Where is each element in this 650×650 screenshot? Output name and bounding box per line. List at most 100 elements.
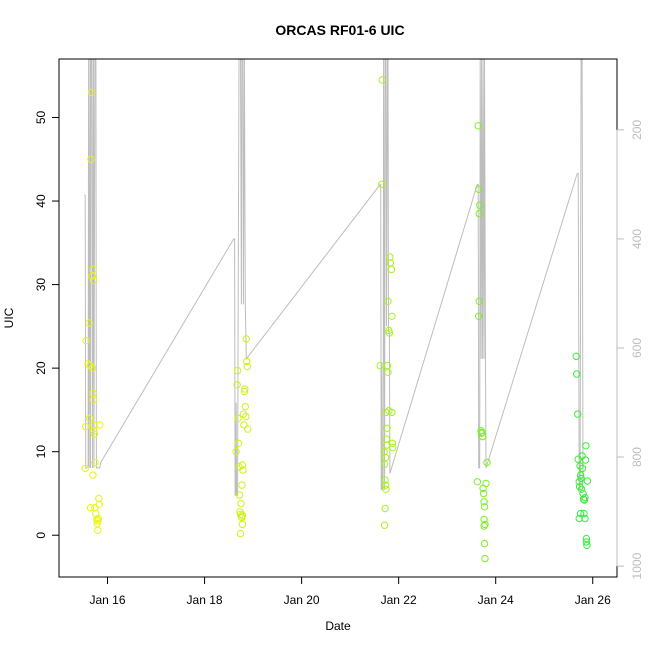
y2-tick-label: 400 (630, 229, 644, 249)
data-point (579, 489, 587, 498)
data-point (384, 368, 392, 376)
data-point (240, 387, 249, 396)
data-point (234, 414, 242, 422)
data-point (238, 520, 247, 529)
data-point (243, 357, 251, 366)
data-point (243, 362, 252, 371)
data-point (581, 456, 590, 464)
data-point (388, 439, 396, 447)
y-tick-label: 0 (34, 532, 48, 539)
data-point (476, 201, 484, 209)
data-point (378, 76, 386, 84)
data-point (234, 439, 243, 447)
data-point (576, 471, 585, 479)
data-point (96, 421, 104, 429)
data-point (481, 554, 489, 563)
data-point (381, 476, 389, 484)
data-point (475, 312, 483, 320)
data-points (81, 76, 592, 563)
x-axis-label: Date (325, 619, 351, 633)
data-point (90, 430, 99, 438)
data-point (94, 514, 103, 523)
data-point (480, 498, 488, 506)
data-point (384, 297, 392, 305)
x-tick-label: Jan 18 (187, 593, 223, 607)
data-point (95, 494, 103, 503)
data-point (242, 412, 250, 421)
data-point (90, 427, 98, 435)
y2-tick-label: 200 (630, 120, 644, 140)
data-point (89, 396, 98, 404)
y2-tick-label: 600 (630, 338, 644, 358)
data-point (81, 464, 89, 473)
data-point (89, 471, 97, 479)
data-point (474, 122, 482, 130)
data-point (380, 521, 389, 529)
data-point (381, 453, 390, 462)
x-tick-label: Jan 24 (478, 593, 514, 607)
y-axis-label: UIC (2, 307, 16, 328)
data-point (88, 364, 97, 372)
data-point (244, 425, 252, 433)
data-point (95, 500, 104, 508)
y-tick-label: 40 (34, 194, 48, 208)
secondary-series (84, 58, 584, 496)
x-tick-label: Jan 20 (284, 593, 320, 607)
data-point (385, 407, 393, 415)
data-point (385, 329, 394, 337)
data-point (239, 410, 248, 418)
x-tick-label: Jan 22 (381, 593, 417, 607)
data-point (383, 424, 391, 432)
data-point (576, 509, 585, 518)
secondary-line (84, 58, 584, 496)
data-point (239, 466, 247, 474)
data-point (581, 514, 589, 523)
data-point (82, 422, 90, 431)
data-point (388, 312, 396, 320)
data-point (576, 462, 584, 470)
data-point (389, 443, 397, 452)
data-point (575, 514, 583, 523)
data-point (583, 541, 591, 549)
data-point (475, 209, 483, 218)
y2-tick-label: 800 (630, 447, 644, 467)
data-point (581, 493, 589, 502)
data-point (577, 485, 586, 493)
data-point (241, 385, 249, 393)
data-point (94, 526, 102, 534)
y-tick-label: 30 (34, 278, 48, 292)
data-point (475, 185, 483, 194)
data-point (235, 491, 244, 499)
data-point (238, 514, 246, 522)
data-point (381, 504, 389, 513)
data-point (579, 495, 588, 503)
data-point (93, 515, 101, 524)
data-point (241, 402, 250, 411)
data-point (582, 538, 591, 546)
data-point (480, 522, 488, 530)
y-tick-label: 50 (34, 110, 48, 124)
data-point (85, 414, 94, 422)
data-point (232, 448, 240, 456)
y-tick-label: 10 (34, 445, 48, 459)
data-point (475, 297, 483, 305)
y-tick-label: 20 (34, 361, 48, 375)
data-point (478, 432, 487, 441)
data-point (238, 481, 246, 489)
data-point (387, 265, 396, 274)
data-point (238, 461, 247, 469)
data-point (82, 336, 90, 345)
data-point (378, 180, 386, 189)
x-tick-label: Jan 16 (90, 593, 126, 607)
axes: 0 10 20 30 40 50 200 400 600 800 1000 Jan 16 Jan 18 J… (34, 58, 644, 607)
x-tick-label: Jan 26 (575, 593, 611, 607)
data-point (233, 366, 242, 375)
y2-tick-label: 1000 (630, 552, 644, 579)
data-point (91, 458, 99, 467)
data-point (578, 464, 587, 473)
data-point (575, 483, 584, 491)
chart-title: ORCAS RF01-6 UIC (275, 22, 404, 38)
data-point (89, 276, 98, 285)
